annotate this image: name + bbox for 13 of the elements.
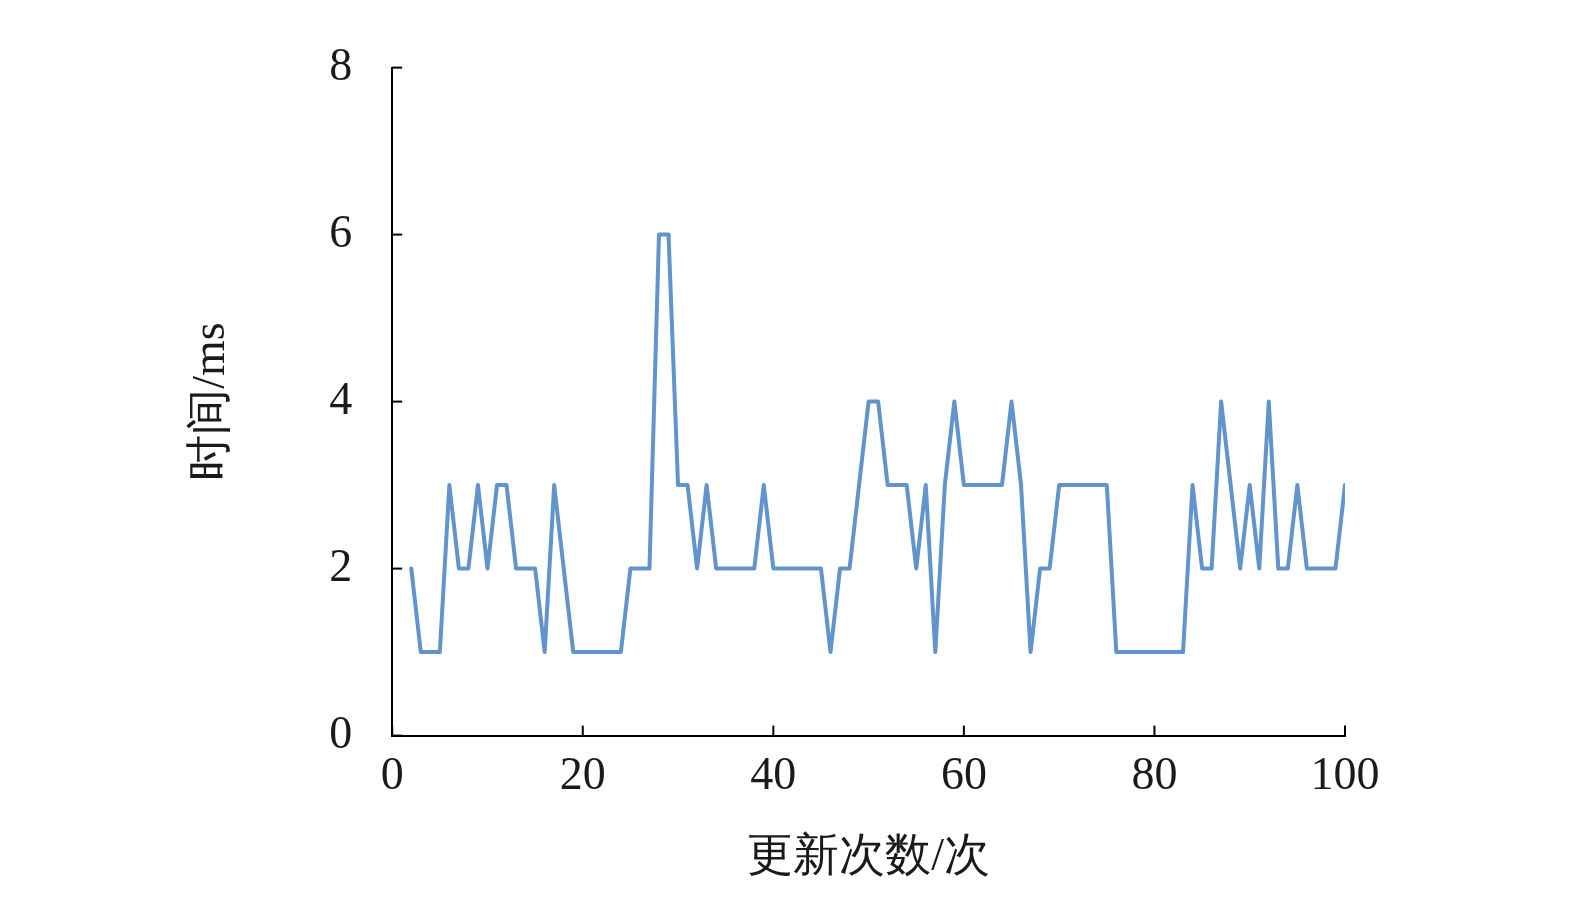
x-tick-label: 100: [1310, 748, 1380, 800]
x-tick-label: 80: [1131, 748, 1178, 800]
y-tick-label: 2: [329, 539, 353, 591]
y-axis-title: 时间/ms: [182, 322, 234, 481]
y-tick-label: 8: [329, 38, 353, 90]
y-tick-label: 4: [329, 372, 353, 424]
y-tick-label: 0: [329, 706, 353, 758]
x-tick-label: 0: [380, 748, 404, 800]
x-tick-label: 20: [559, 748, 606, 800]
x-tick-label: 60: [940, 748, 987, 800]
x-axis-title: 更新次数/次: [747, 829, 990, 881]
x-tick-label: 40: [750, 748, 797, 800]
y-tick-label: 6: [329, 205, 353, 257]
